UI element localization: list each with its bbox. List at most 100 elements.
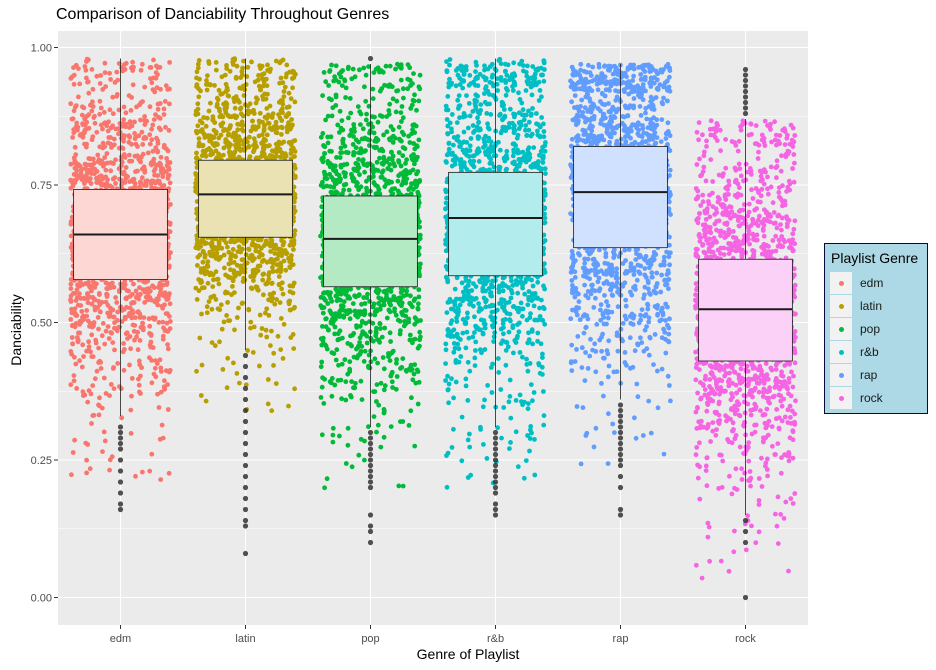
- data-point: [155, 391, 160, 397]
- data-point: [364, 333, 370, 339]
- data-point: [68, 76, 74, 81]
- data-point: [68, 233, 74, 239]
- data-point: [276, 139, 282, 145]
- data-point: [107, 393, 112, 398]
- data-point: [335, 289, 340, 295]
- data-point: [137, 184, 143, 190]
- data-point: [157, 293, 162, 298]
- data-point: [214, 95, 220, 101]
- data-point: [92, 296, 98, 302]
- data-point: [84, 470, 89, 476]
- data-point: [398, 64, 404, 70]
- data-point: [332, 382, 338, 388]
- data-point: [70, 450, 76, 455]
- data-point: [393, 386, 399, 392]
- data-point: [113, 157, 118, 163]
- data-point: [204, 115, 210, 121]
- data-point: [399, 182, 405, 188]
- data-point: [110, 94, 116, 100]
- data-point: [133, 473, 138, 479]
- data-point: [158, 365, 164, 371]
- data-point: [213, 148, 219, 154]
- data-point: [85, 79, 91, 85]
- data-point: [388, 424, 394, 429]
- data-point: [221, 252, 227, 258]
- data-point: [259, 72, 265, 77]
- data-point: [232, 290, 237, 295]
- data-point: [70, 116, 76, 122]
- data-point: [335, 378, 341, 383]
- data-point: [371, 180, 377, 186]
- data-point: [101, 375, 107, 381]
- data-point: [371, 144, 377, 150]
- data-point: [88, 391, 94, 397]
- data-point: [324, 476, 330, 482]
- data-point: [80, 389, 86, 395]
- data-point: [129, 315, 135, 321]
- data-point: [223, 100, 229, 105]
- data-point: [119, 65, 124, 70]
- data-point: [158, 161, 164, 167]
- data-point: [155, 106, 161, 112]
- data-point: [237, 380, 242, 386]
- data-point: [72, 160, 78, 166]
- data-point: [92, 307, 98, 313]
- data-point: [363, 98, 369, 104]
- data-point: [234, 262, 240, 268]
- data-point: [84, 75, 89, 81]
- data-point: [158, 477, 164, 482]
- data-point: [321, 70, 327, 75]
- data-point: [342, 77, 347, 83]
- data-point: [225, 244, 230, 250]
- data-point: [104, 286, 110, 291]
- data-point: [140, 469, 145, 475]
- data-point: [94, 368, 100, 374]
- data-point: [121, 341, 126, 346]
- data-point: [135, 347, 141, 353]
- data-point: [465, 315, 470, 321]
- data-point: [342, 288, 348, 294]
- data-point: [269, 280, 275, 286]
- data-point: [158, 389, 164, 395]
- data-point: [286, 403, 291, 409]
- data-point: [100, 140, 106, 146]
- data-point: [130, 300, 136, 305]
- data-point: [276, 274, 282, 279]
- data-point: [326, 83, 331, 88]
- data-point: [110, 111, 116, 117]
- data-point: [443, 361, 448, 366]
- data-point: [226, 249, 232, 255]
- data-point: [155, 141, 161, 146]
- data-point: [332, 324, 338, 330]
- data-point: [228, 123, 233, 128]
- data-point: [515, 464, 521, 470]
- data-point: [330, 439, 336, 445]
- data-point: [380, 168, 386, 174]
- data-point: [217, 339, 222, 345]
- data-point: [102, 438, 108, 444]
- data-point: [158, 167, 164, 173]
- data-point: [198, 280, 204, 286]
- data-point: [320, 310, 326, 316]
- data-point: [529, 329, 535, 334]
- data-point: [220, 114, 226, 120]
- data-point: [158, 369, 164, 374]
- data-point: [86, 156, 92, 161]
- data-point: [90, 354, 96, 359]
- data-point: [86, 339, 91, 345]
- data-point: [102, 341, 108, 347]
- data-point: [274, 130, 280, 136]
- data-point: [399, 119, 404, 124]
- data-point: [247, 255, 252, 261]
- data-point: [398, 328, 403, 333]
- data-point: [247, 134, 252, 140]
- data-point: [263, 327, 269, 333]
- data-point: [265, 91, 270, 97]
- data-point: [222, 105, 228, 111]
- data-point: [111, 136, 117, 142]
- data-point: [292, 99, 298, 105]
- data-point: [129, 376, 135, 381]
- data-point: [127, 158, 132, 164]
- data-point: [330, 432, 336, 438]
- data-point: [121, 133, 127, 139]
